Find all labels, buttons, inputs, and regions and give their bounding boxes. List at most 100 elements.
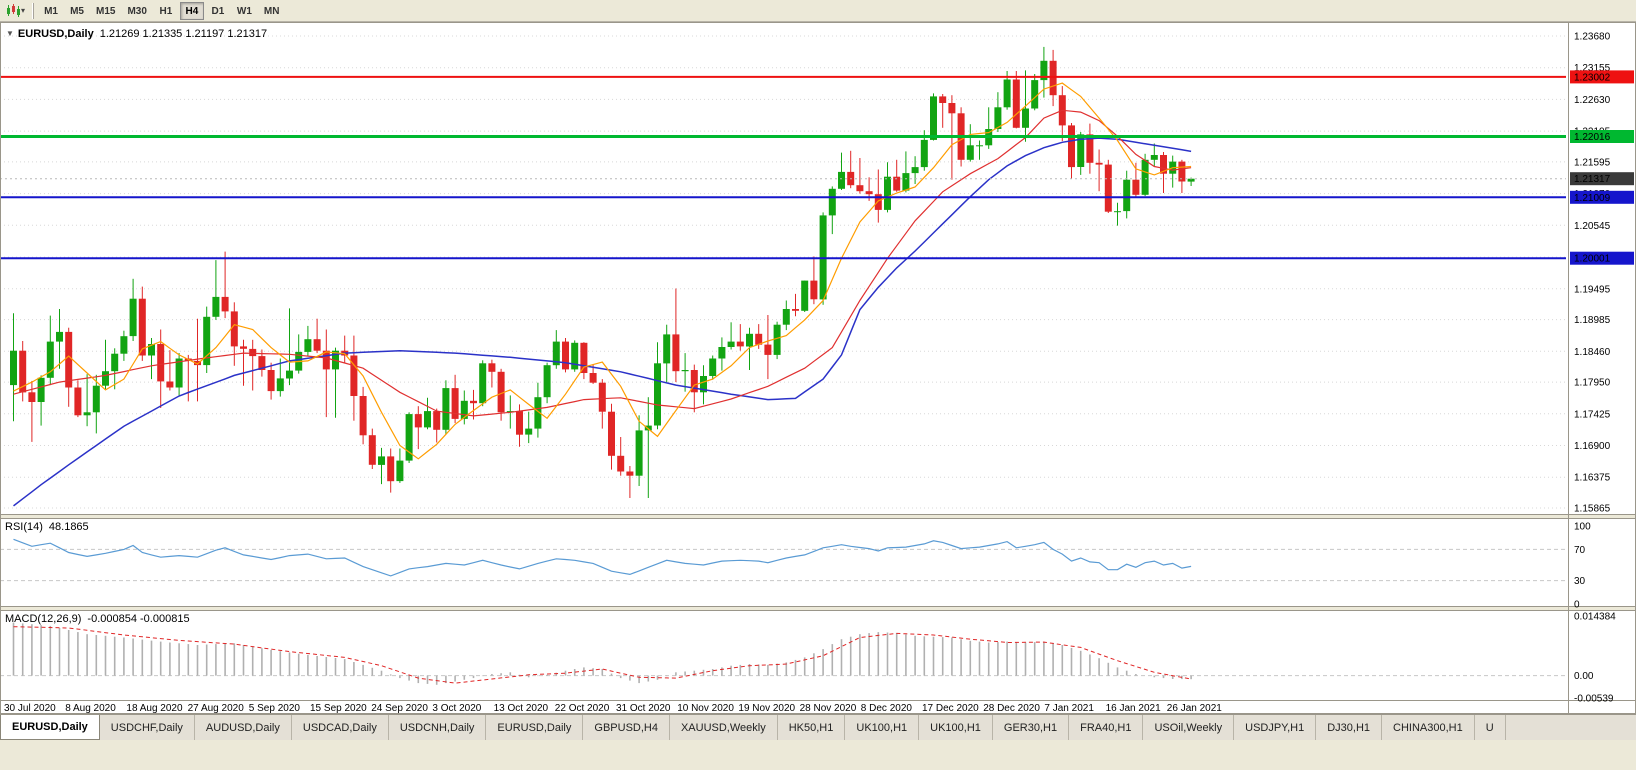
svg-text:0: 0 (1574, 600, 1580, 611)
dropdown-caret-icon: ▾ (21, 6, 26, 15)
svg-text:1.16900: 1.16900 (1574, 441, 1611, 452)
rsi-line (13, 538, 1192, 577)
price-grid (0, 35, 1566, 509)
pane-separators (0, 514, 1636, 701)
tab-4-usdcnh-daily[interactable]: USDCNH,Daily (389, 715, 487, 740)
svg-text:19 Nov 2020: 19 Nov 2020 (738, 703, 795, 714)
tab-14-usdjpy-h1[interactable]: USDJPY,H1 (1234, 715, 1317, 740)
svg-text:24 Sep 2020: 24 Sep 2020 (371, 703, 428, 714)
macd-signal-line (13, 626, 1192, 684)
tab-15-dj30-h1[interactable]: DJ30,H1 (1316, 715, 1383, 740)
chart-tabs: EURUSD,Daily USDCHF,Daily AUDUSD,Daily USDC… (0, 714, 1636, 740)
svg-text:1.19495: 1.19495 (1574, 284, 1611, 295)
rsi-indicator-title: RSI(14) 48.1865 (5, 521, 89, 533)
timeframe-mn[interactable]: MN (263, 5, 280, 17)
price-line-labels: 1.23002 1.22016 1.21009 1.20001 1.21317 (1570, 70, 1634, 265)
svg-text:0.014384: 0.014384 (1574, 612, 1616, 623)
svg-text:10 Nov 2020: 10 Nov 2020 (677, 703, 734, 714)
svg-text:-0.00539: -0.00539 (1574, 694, 1614, 705)
svg-text:26 Jan 2021: 26 Jan 2021 (1167, 703, 1222, 714)
svg-text:7 Jan 2021: 7 Jan 2021 (1044, 703, 1094, 714)
rsi-pane (0, 538, 1566, 582)
svg-text:1.17425: 1.17425 (1574, 409, 1611, 420)
ma-fast-orange (13, 82, 1192, 460)
svg-text:1.23680: 1.23680 (1574, 32, 1611, 43)
rsi-indicator-value: 48.1865 (48, 521, 89, 533)
candlestick-chart-icon (7, 4, 20, 17)
tab-12-fra40-h1[interactable]: FRA40,H1 (1069, 715, 1144, 740)
svg-text:18 Aug 2020: 18 Aug 2020 (126, 703, 183, 714)
svg-text:0.00: 0.00 (1574, 671, 1594, 682)
macd-indicator-values: -0.000854 -0.000815 (87, 613, 190, 625)
svg-text:13 Oct 2020: 13 Oct 2020 (494, 703, 549, 714)
svg-text:1.23155: 1.23155 (1574, 63, 1611, 74)
tab-11-ger30-h1[interactable]: GER30,H1 (993, 715, 1070, 740)
horizontal-level-lines (0, 75, 1566, 260)
rsi-indicator-label: RSI(14) (5, 521, 43, 533)
svg-text:1.15865: 1.15865 (1574, 504, 1611, 515)
tab-5-eurusd-daily[interactable]: EURUSD,Daily (486, 715, 584, 740)
svg-text:3 Oct 2020: 3 Oct 2020 (432, 703, 481, 714)
tab-8-hk50-h1[interactable]: HK50,H1 (778, 715, 846, 740)
svg-text:1.21317: 1.21317 (1574, 174, 1611, 185)
svg-text:30 Jul 2020: 30 Jul 2020 (4, 703, 56, 714)
svg-text:8 Dec 2020: 8 Dec 2020 (861, 703, 913, 714)
chart-area[interactable]: 1.236801.231551.226301.221051.215951.210… (0, 22, 1636, 714)
timeframe-m1[interactable]: M1 (44, 5, 58, 17)
macd-pane (0, 622, 1566, 685)
ma-mid-red (13, 109, 1192, 417)
svg-text:16 Jan 2021: 16 Jan 2021 (1106, 703, 1161, 714)
timeframe-w1[interactable]: W1 (236, 5, 252, 17)
bottom-filler (0, 740, 1636, 770)
svg-text:5 Sep 2020: 5 Sep 2020 (249, 703, 301, 714)
svg-text:70: 70 (1574, 545, 1586, 556)
time-axis: 30 Jul 2020 8 Aug 2020 18 Aug 2020 27 Aug 2… (4, 703, 1222, 714)
svg-text:1.18460: 1.18460 (1574, 347, 1611, 358)
timeframe-h4[interactable]: H4 (179, 1, 204, 20)
timeframe-m15[interactable]: M15 (96, 5, 116, 17)
svg-text:15 Sep 2020: 15 Sep 2020 (310, 703, 367, 714)
svg-text:30: 30 (1574, 576, 1586, 587)
svg-text:1.23002: 1.23002 (1574, 72, 1611, 83)
tab-2-audusd-daily[interactable]: AUDUSD,Daily (195, 715, 292, 740)
tab-0-eurusd-daily[interactable]: EURUSD,Daily (0, 715, 100, 740)
timeframe-h1[interactable]: H1 (159, 5, 173, 17)
chart-period-icon[interactable]: ▾ (3, 2, 28, 20)
tab-17-u[interactable]: U (1475, 715, 1506, 740)
tab-3-usdcad-daily[interactable]: USDCAD,Daily (292, 715, 389, 740)
svg-text:1.22016: 1.22016 (1574, 132, 1611, 143)
svg-text:28 Nov 2020: 28 Nov 2020 (800, 703, 857, 714)
svg-text:1.17950: 1.17950 (1574, 378, 1611, 389)
svg-text:1.21009: 1.21009 (1574, 193, 1611, 204)
chart-canvas[interactable]: 1.236801.231551.226301.221051.215951.210… (0, 22, 1636, 714)
svg-text:1.21595: 1.21595 (1574, 157, 1611, 168)
tab-1-usdchf-daily[interactable]: USDCHF,Daily (100, 715, 195, 740)
chart-symbol-period: EURUSD,Daily (17, 28, 94, 40)
chart-title: ▼ EURUSD,Daily 1.21269 1.21335 1.21197 1.2… (6, 28, 267, 40)
svg-text:1.16375: 1.16375 (1574, 473, 1611, 484)
svg-text:100: 100 (1574, 522, 1591, 533)
timeframe-buttons: M1 M5 M15 M30 H1 H4 D1 W1 MN (38, 1, 285, 20)
tab-9-uk100-h1[interactable]: UK100,H1 (845, 715, 920, 740)
timeframe-m30[interactable]: M30 (127, 5, 147, 17)
tab-10-uk100-h1[interactable]: UK100,H1 (919, 715, 993, 740)
svg-text:22 Oct 2020: 22 Oct 2020 (555, 703, 610, 714)
svg-text:1.18985: 1.18985 (1574, 315, 1611, 326)
tab-6-gbpusd-h4[interactable]: GBPUSD,H4 (583, 715, 670, 740)
toolbar-separator (32, 2, 35, 19)
chart-ohlc-values: 1.21269 1.21335 1.21197 1.21317 (99, 28, 268, 40)
macd-indicator-title: MACD(12,26,9) -0.000854 -0.000815 (5, 613, 190, 625)
collapse-chart-icon[interactable]: ▼ (6, 29, 14, 38)
svg-text:8 Aug 2020: 8 Aug 2020 (65, 703, 116, 714)
timeframe-m5[interactable]: M5 (70, 5, 84, 17)
timeframe-d1[interactable]: D1 (211, 5, 225, 17)
svg-text:1.22630: 1.22630 (1574, 95, 1611, 106)
svg-text:17 Dec 2020: 17 Dec 2020 (922, 703, 979, 714)
tab-16-china300-h1[interactable]: CHINA300,H1 (1382, 715, 1475, 740)
tab-13-usoil-weekly[interactable]: USOil,Weekly (1143, 715, 1235, 740)
timeframe-toolbar: ▾ M1 M5 M15 M30 H1 H4 D1 W1 MN (0, 0, 1636, 22)
svg-text:28 Dec 2020: 28 Dec 2020 (983, 703, 1040, 714)
tab-7-xauusd-weekly[interactable]: XAUUSD,Weekly (670, 715, 778, 740)
macd-indicator-label: MACD(12,26,9) (5, 613, 82, 625)
ma-slow-blue (13, 137, 1192, 507)
